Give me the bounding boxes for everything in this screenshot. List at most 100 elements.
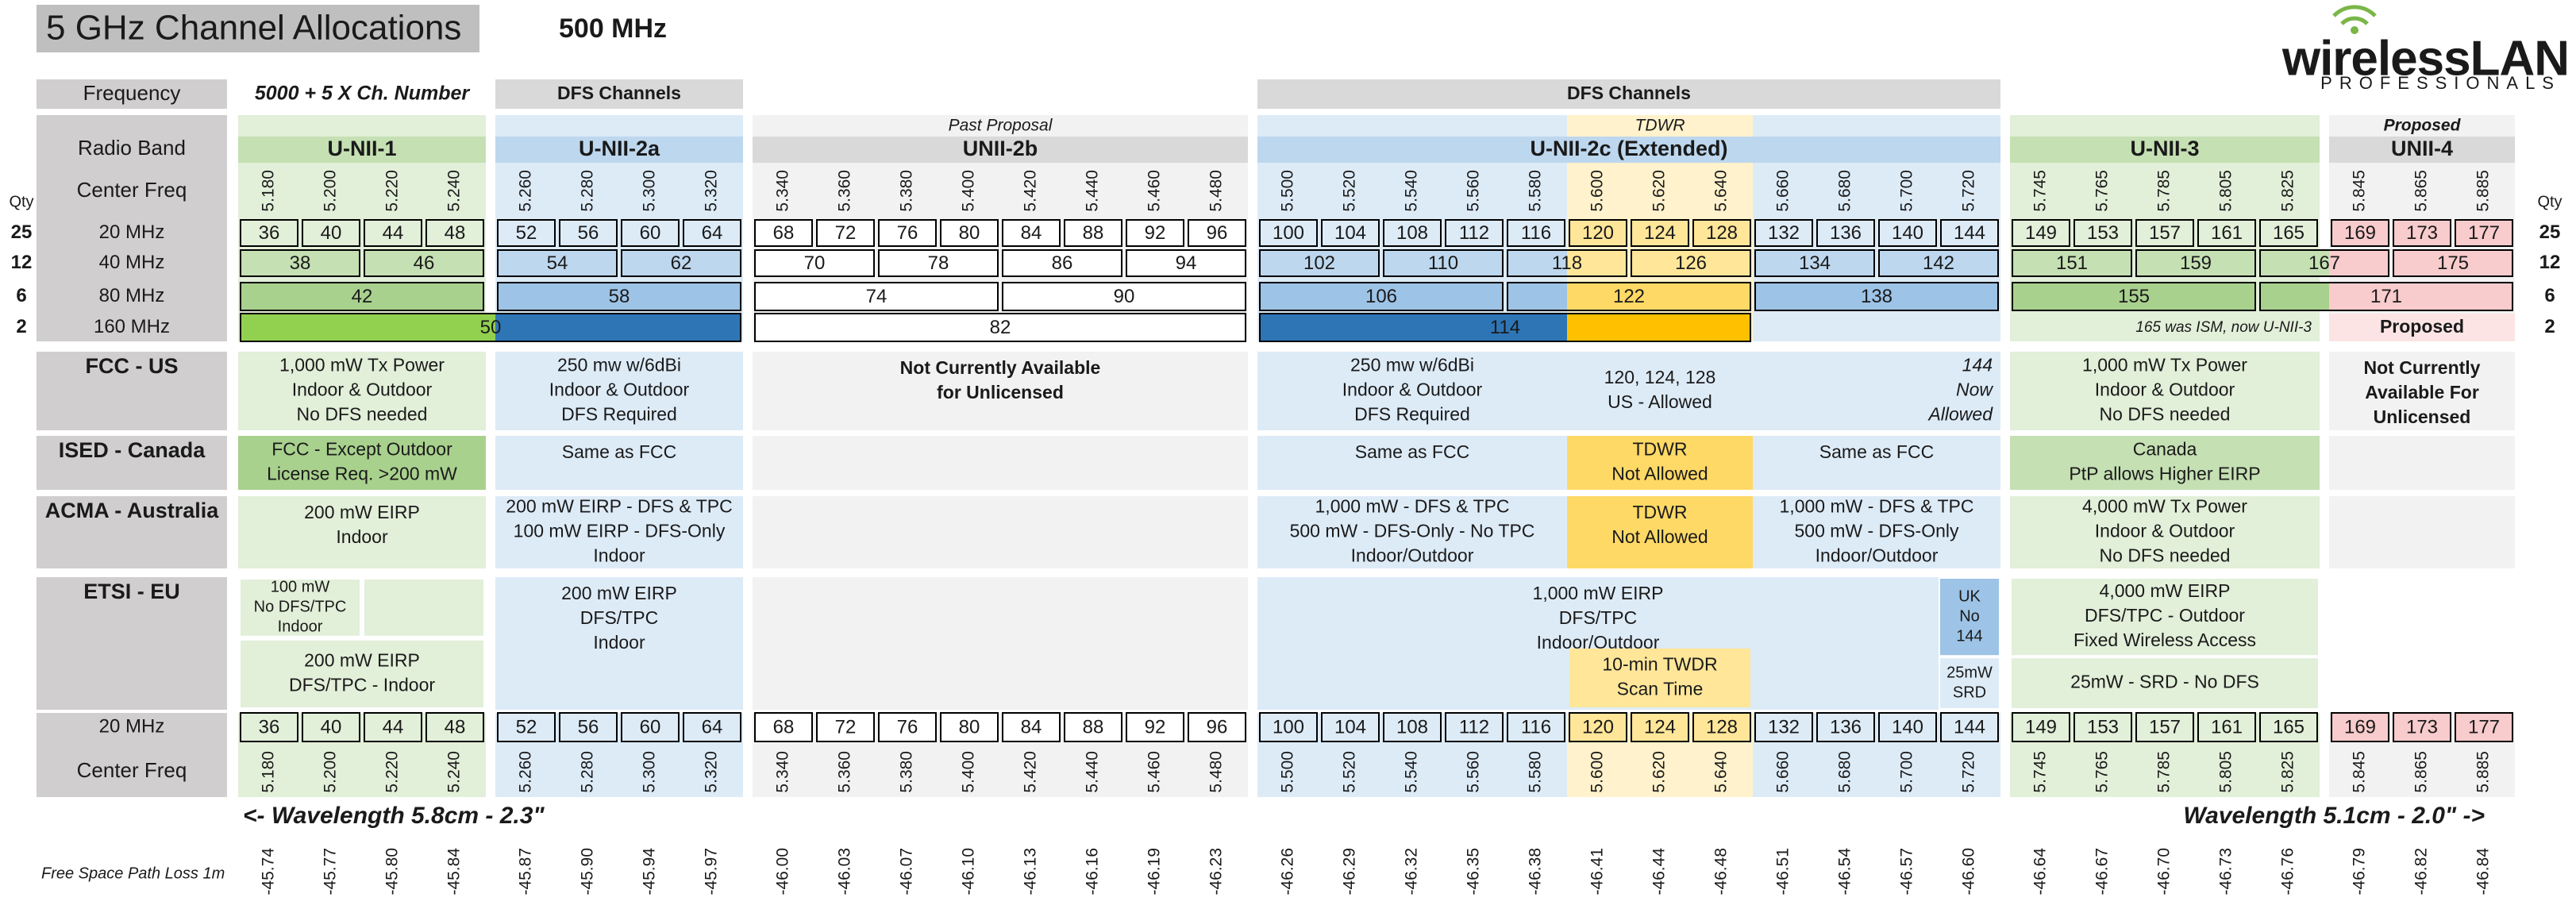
channel-fill [1755, 713, 1812, 741]
channel-fill [941, 713, 998, 741]
channel-box [1631, 712, 1689, 742]
region-cell [495, 577, 743, 710]
channel-fill [1319, 250, 1379, 276]
band-name: U-NII-3 [2131, 137, 2200, 160]
region-text: TDWR [1633, 502, 1688, 522]
row-label: Radio Band [78, 136, 186, 160]
channel-box [2331, 219, 2389, 247]
channel-box [364, 249, 484, 277]
fspl-value: -45.84 [445, 848, 464, 896]
channel-fill [498, 283, 557, 310]
channel-number: 56 [578, 222, 599, 244]
channel-number: 169 [2344, 222, 2376, 244]
center-freq: 5.560 [1465, 170, 1483, 212]
channel-box [1126, 249, 1246, 277]
channel-fill [1443, 250, 1503, 276]
channel-fill [1691, 314, 1750, 341]
channel-number: 169 [2344, 716, 2376, 738]
channel-fill [1126, 713, 1184, 741]
channel-fill [817, 713, 874, 741]
channel-number: 149 [2025, 222, 2057, 244]
channel-box [754, 313, 1246, 342]
region-cell [241, 580, 360, 636]
channel-fill [1322, 713, 1379, 741]
region-text: 200 mW EIRP [561, 583, 677, 603]
region-text: Not Currently Available [900, 357, 1101, 378]
channel-number: 78 [928, 252, 949, 274]
region-text: No DFS needed [297, 404, 428, 425]
channel-number: 128 [1706, 222, 1738, 244]
row-label: 20 MHz [99, 715, 165, 737]
center-freq: 5.720 [1960, 170, 1978, 212]
channel-fill [1065, 220, 1122, 246]
channel-fill [2198, 220, 2255, 246]
channel-box [2012, 712, 2070, 742]
channel-number: 42 [352, 286, 373, 307]
center-freq: 5.280 [579, 751, 597, 793]
band-name: U-NII-1 [328, 137, 397, 160]
channel-fill [2134, 283, 2196, 310]
channel-fill [362, 314, 424, 341]
fspl-value: -46.84 [2474, 848, 2493, 896]
channel-box [2393, 219, 2451, 247]
channel-number: 64 [702, 716, 723, 738]
center-freq: 5.865 [2412, 751, 2431, 793]
channel-fill [1567, 314, 1629, 341]
center-freq: 5.845 [2351, 751, 2369, 793]
region-text: Allowed [1927, 404, 1993, 425]
channel-box [2259, 712, 2318, 742]
region-cell [364, 580, 483, 636]
channel-number: 44 [383, 716, 404, 738]
channel-fill [817, 220, 874, 246]
fspl-value: -45.97 [703, 848, 721, 896]
region-text: PtP allows Higher EIRP [2069, 464, 2260, 484]
channel-fill [755, 314, 814, 341]
center-freq: 5.520 [1341, 751, 1359, 793]
channel-box [754, 282, 999, 311]
channel-box [425, 219, 484, 247]
row-label: 160 MHz [94, 316, 170, 337]
channel-number: 68 [773, 716, 795, 738]
region-name: FCC - US [86, 354, 179, 378]
channel-box [754, 712, 813, 742]
row-label: Center Freq [77, 758, 187, 782]
channel-fill [2196, 250, 2255, 276]
fspl-value: -46.32 [1403, 848, 1421, 896]
band-name: U-NII-2a [579, 137, 660, 160]
center-freq: 5.765 [2093, 751, 2112, 793]
band-name: UNII-2b [963, 137, 1038, 160]
channel-fill [1384, 250, 1443, 276]
center-freq: 5.620 [1650, 751, 1669, 793]
channel-number: 136 [1830, 716, 1862, 738]
center-freq: 5.520 [1341, 170, 1359, 212]
channel-fill [1569, 220, 1627, 246]
channel-fill [1879, 713, 1936, 741]
logo-dot [2351, 26, 2358, 34]
channel-box [2135, 219, 2194, 247]
channel-fill [560, 220, 617, 246]
region-cell [241, 640, 483, 707]
channel-number: 138 [1861, 286, 1893, 307]
channel-fill [941, 220, 998, 246]
channel-fill [2198, 713, 2255, 741]
region-cell [2012, 658, 2318, 708]
center-freq: 5.540 [1403, 751, 1421, 793]
dfs-band [495, 79, 743, 109]
channel-fill [681, 250, 741, 276]
fspl-value: -45.74 [260, 848, 278, 896]
channel-fill [2453, 250, 2512, 276]
channel-number: 157 [2149, 716, 2181, 738]
channel-fill [1443, 314, 1505, 341]
channel-box [1002, 712, 1061, 742]
channel-fill [557, 283, 619, 310]
channel-box [1878, 219, 1937, 247]
region-text: 200 mW EIRP [304, 502, 420, 522]
region-text: 4,000 mW Tx Power [2082, 496, 2247, 517]
channel-box [1188, 219, 1246, 247]
region-text: Same as FCC [1355, 441, 1469, 462]
center-freq: 5.220 [383, 170, 402, 212]
region-text: No DFS/TPC [254, 599, 347, 616]
channel-fill [938, 250, 998, 276]
channel-box [2455, 219, 2513, 247]
channel-fill [1631, 713, 1688, 741]
